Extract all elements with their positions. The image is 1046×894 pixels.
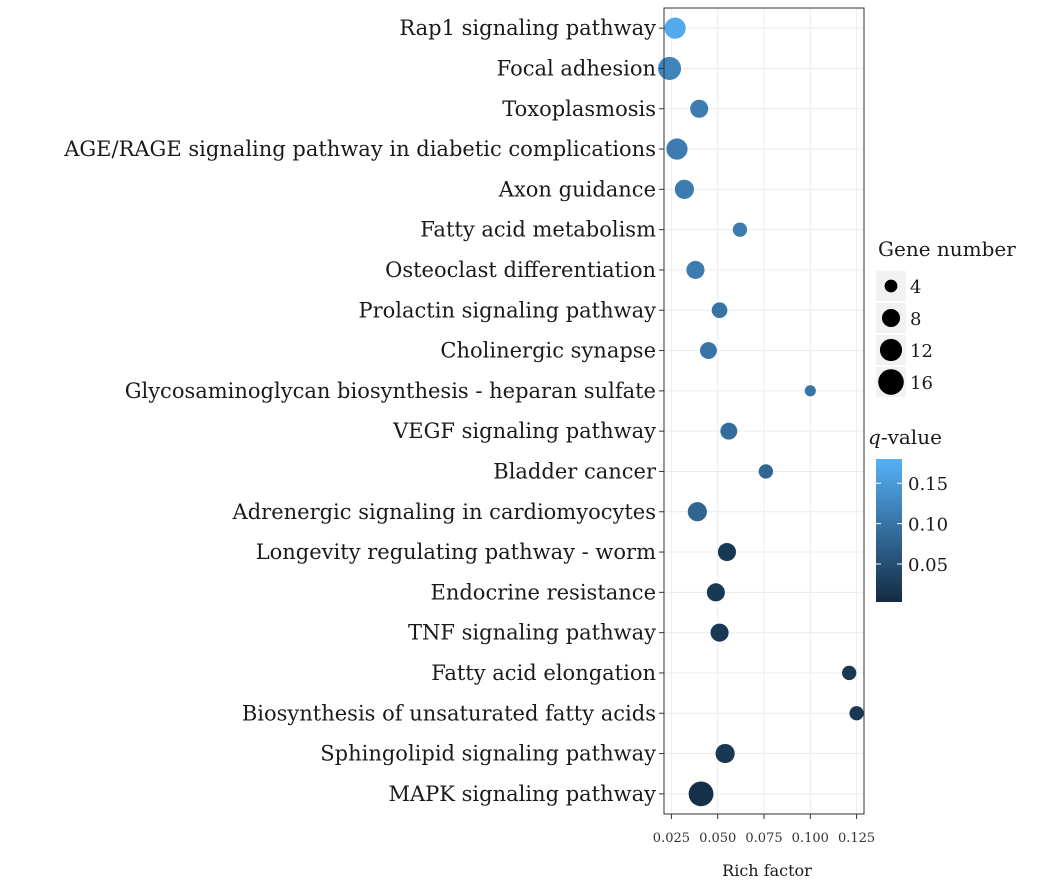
category-label-4: Axon guidance [498, 177, 656, 201]
category-label-2: Toxoplasmosis [502, 97, 656, 121]
data-point-12 [687, 502, 707, 522]
category-label-13: Longevity regulating pathway - worm [256, 540, 656, 564]
color-legend-title-rest: -value [881, 425, 942, 449]
data-point-0 [664, 17, 686, 39]
category-label-15: TNF signaling pathway [408, 621, 656, 645]
category-label-18: Sphingolipid signaling pathway [320, 742, 656, 766]
category-label-9: Glycosaminoglycan biosynthesis - heparan… [125, 379, 656, 403]
category-label-16: Fatty acid elongation [431, 661, 656, 685]
data-point-11 [758, 464, 774, 479]
category-label-11: Bladder cancer [493, 459, 657, 483]
data-point-18 [715, 743, 735, 764]
data-point-19 [688, 781, 714, 807]
x-tick-label-0: 0.025 [653, 831, 690, 846]
color-legend-label-0: 0.05 [908, 555, 948, 576]
size-legend-dot-2 [879, 338, 903, 362]
data-point-10 [720, 422, 738, 440]
size-legend-label-2: 12 [910, 341, 933, 362]
category-labels: Rap1 signaling pathway Focal adhesion Toxo… [63, 16, 664, 806]
size-legend-dot-0 [884, 279, 898, 293]
category-label-14: Endocrine resistance [431, 580, 657, 604]
size-legend-title: Gene number [878, 237, 1016, 261]
color-legend: q-value 0.05 0.10 0.15 [868, 425, 948, 602]
x-axis-title: Rich factor [722, 861, 812, 880]
data-point-14 [706, 583, 725, 602]
size-legend-dot-3 [878, 369, 904, 395]
color-legend-label-1: 0.10 [908, 515, 948, 536]
data-point-3 [666, 138, 688, 160]
x-tick-label-2: 0.075 [745, 831, 782, 846]
size-legend-dot-1 [881, 308, 901, 328]
category-label-3: AGE/RAGE signaling pathway in diabetic c… [63, 137, 656, 161]
data-point-5 [732, 222, 748, 237]
data-point-4 [674, 179, 694, 199]
data-point-9 [804, 385, 816, 397]
category-label-6: Osteoclast differentiation [385, 258, 656, 282]
color-bar [876, 459, 902, 602]
data-point-15 [710, 623, 729, 642]
data-point-16 [842, 665, 857, 681]
color-legend-label-2: 0.15 [908, 474, 948, 495]
size-legend: Gene number 4 8 12 16 [876, 237, 1016, 397]
x-tick-label-4: 0.125 [838, 831, 875, 846]
x-tick-label-3: 0.100 [792, 831, 829, 846]
category-label-7: Prolactin signaling pathway [358, 298, 656, 322]
data-point-8 [699, 342, 717, 360]
category-label-10: VEGF signaling pathway [392, 419, 656, 443]
size-legend-label-1: 8 [910, 309, 921, 330]
category-label-0: Rap1 signaling pathway [399, 16, 656, 40]
data-point-2 [690, 99, 709, 118]
category-label-19: MAPK signaling pathway [388, 782, 656, 806]
category-label-17: Biosynthesis of unsaturated fatty acids [242, 701, 656, 725]
data-point-7 [711, 302, 728, 319]
x-axis-ticks: 0.025 0.050 0.075 0.100 0.125 [653, 814, 875, 846]
color-legend-title: q-value [868, 425, 942, 449]
size-legend-label-3: 16 [910, 373, 933, 394]
category-label-1: Focal adhesion [497, 56, 656, 80]
data-point-6 [686, 260, 705, 280]
grid-lines [664, 8, 864, 814]
category-label-8: Cholinergic synapse [440, 339, 656, 363]
category-label-12: Adrenergic signaling in cardiomyocytes [232, 500, 656, 524]
data-point-13 [717, 542, 737, 562]
color-legend-title-q: q [868, 425, 881, 449]
size-legend-label-0: 4 [910, 277, 921, 298]
data-point-17 [849, 706, 864, 721]
category-label-5: Fatty acid metabolism [420, 218, 656, 242]
x-tick-label-1: 0.050 [699, 831, 736, 846]
